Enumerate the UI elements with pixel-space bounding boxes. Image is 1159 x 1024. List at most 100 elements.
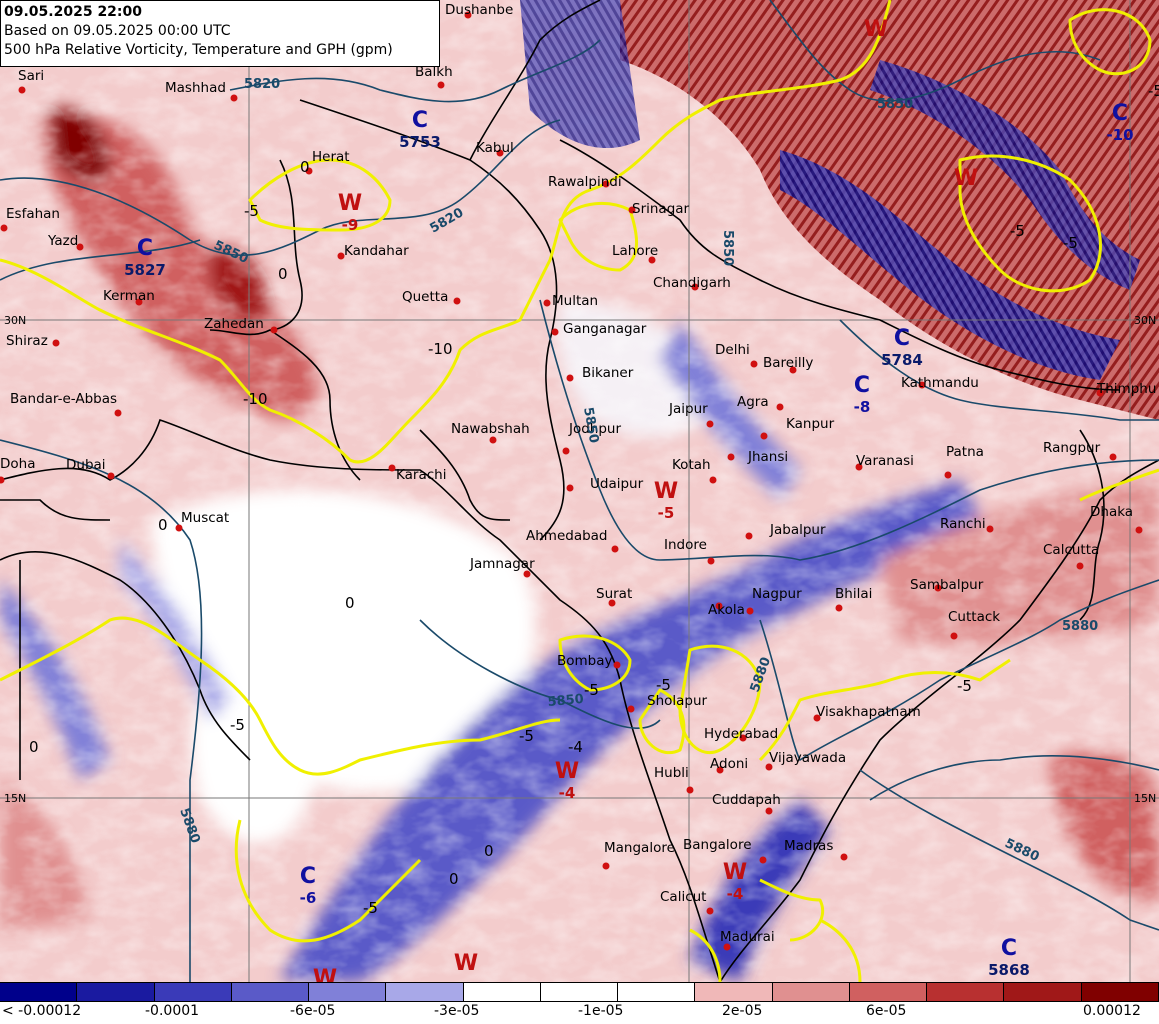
- city-label: Herat: [312, 149, 350, 165]
- city-dot: [489, 436, 497, 444]
- city-label: Kabul: [476, 140, 514, 156]
- cold-center-marker: C: [1001, 936, 1017, 961]
- cold-center-marker: C: [137, 236, 153, 261]
- city-dot: [175, 524, 183, 532]
- city-dot: [135, 298, 143, 306]
- city-label: Vijayawada: [769, 750, 846, 766]
- city-label: Bareilly: [763, 355, 813, 371]
- city-label: Madras: [784, 838, 833, 854]
- city-label: Delhi: [715, 342, 750, 358]
- city-dot: [934, 584, 942, 592]
- latitude-labels: 30N 30N 15N 15N: [4, 314, 1156, 805]
- temperature-label: 0: [158, 516, 168, 534]
- temperature-label: -5: [957, 677, 972, 695]
- map-info-box: 09.05.2025 22:00 Based on 09.05.2025 00:…: [0, 0, 440, 67]
- city-dot: [602, 862, 610, 870]
- temperature-contours: [0, 0, 1159, 982]
- city-dot: [562, 447, 570, 455]
- city-dot: [0, 476, 5, 484]
- center-value: -6: [300, 889, 317, 907]
- city-dot: [855, 463, 863, 471]
- temperature-label: -5: [1148, 82, 1159, 100]
- city-label: Agra: [737, 394, 769, 410]
- temperature-label: 0: [29, 738, 39, 756]
- based-on: Based on 09.05.2025 00:00 UTC: [4, 23, 231, 39]
- city-label: Lahore: [612, 243, 658, 259]
- city-label: Varanasi: [856, 453, 914, 469]
- temperature-label: -5: [656, 676, 671, 694]
- warm-center-marker: W: [338, 191, 362, 216]
- temperature-label: -5: [363, 899, 378, 917]
- city-dot: [608, 599, 616, 607]
- temperature-label: 0: [345, 594, 355, 612]
- city-label: Nagpur: [752, 586, 802, 602]
- city-label: Hubli: [654, 765, 689, 781]
- city-dot: [337, 252, 345, 260]
- center-value: 5868: [988, 961, 1030, 979]
- city-dot: [706, 420, 714, 428]
- city-label: Sambalpur: [910, 577, 984, 593]
- city-label: Rawalpindi: [548, 174, 622, 190]
- city-dot: [270, 326, 278, 334]
- colorbar-swatch: [1081, 983, 1159, 1001]
- weather-map: Dushanbe Sari Mashhad Balkh Herat Kabul Rawalp…: [0, 0, 1159, 982]
- lat-lon-grid: [0, 0, 1159, 982]
- city-label: Yazd: [47, 233, 78, 249]
- city-dot: [1096, 389, 1104, 397]
- city-label: Kandahar: [344, 243, 409, 259]
- city-dot: [1135, 526, 1143, 534]
- city-label: Srinagar: [632, 201, 690, 217]
- city-dot: [765, 807, 773, 815]
- product-description: 500 hPa Relative Vorticity, Temperature …: [4, 42, 393, 58]
- city-dot: [230, 94, 238, 102]
- valid-time: 09.05.2025 22:00: [4, 4, 143, 20]
- colorbar-tick-label: -6e-05: [290, 1003, 336, 1019]
- city-dot: [0, 224, 8, 232]
- temperature-label: -10: [243, 390, 268, 408]
- city-label: Dushanbe: [445, 2, 513, 18]
- temperature-label: 0: [278, 265, 288, 283]
- city-dot: [950, 632, 958, 640]
- colorbar-swatch: [540, 983, 619, 1001]
- colorbar-swatch: [1004, 983, 1082, 1001]
- city-label: Patna: [946, 444, 984, 460]
- city-dot: [611, 545, 619, 553]
- temperature-label: -5: [584, 681, 599, 699]
- city-label: Muscat: [181, 510, 229, 526]
- colorbar-swatch: [309, 983, 387, 1001]
- city-label: Kerman: [103, 288, 155, 304]
- city-label: Adoni: [710, 756, 748, 772]
- city-label: Sari: [18, 68, 44, 84]
- city-dot: [739, 734, 747, 742]
- city-dot: [918, 381, 926, 389]
- city-dot: [52, 339, 60, 347]
- city-dot: [745, 532, 753, 540]
- city-labels: Dushanbe Sari Mashhad Balkh Herat Kabul Rawalp…: [0, 2, 1156, 945]
- pressure-centers: WC5753W-9C5827C5784C-8W-5W-4W-4C-6C5868W…: [124, 17, 1133, 982]
- warm-center-marker: W: [864, 17, 888, 42]
- city-dot: [760, 432, 768, 440]
- city-label: Kanpur: [786, 416, 835, 432]
- colorbar-tick-label: 2e-05: [722, 1003, 763, 1019]
- city-label: Jabalpur: [769, 522, 826, 538]
- city-dot: [707, 557, 715, 565]
- colorbar-swatch: [849, 983, 928, 1001]
- gph-contour-label: 5880: [1062, 619, 1098, 634]
- city-dot: [813, 714, 821, 722]
- city-dot: [453, 297, 461, 305]
- city-label: Doha: [0, 456, 35, 472]
- city-dot: [18, 86, 26, 94]
- cold-center-marker: C: [300, 864, 316, 889]
- city-label: Thimphu: [1096, 381, 1156, 397]
- center-value: 5784: [881, 351, 923, 369]
- temperature-label: -5: [519, 727, 534, 745]
- colorbar-swatch: [154, 983, 232, 1001]
- city-label: Esfahan: [6, 206, 60, 222]
- city-label: Quetta: [402, 289, 448, 305]
- city-dot: [627, 705, 635, 713]
- city-label: Surat: [596, 586, 632, 602]
- cold-center-marker: C: [854, 373, 870, 398]
- city-label: Karachi: [396, 467, 446, 483]
- city-label: Bikaner: [582, 365, 634, 381]
- city-dot: [628, 206, 636, 214]
